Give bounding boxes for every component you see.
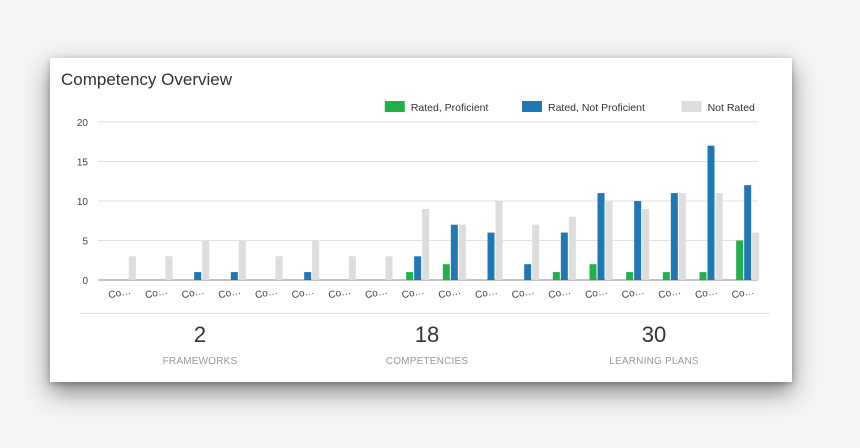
- bar: [238, 240, 246, 280]
- bar: [348, 256, 356, 280]
- legend-label: Rated, Not Proficient: [548, 102, 645, 114]
- x-tick-label: Co…: [548, 286, 573, 301]
- bar: [304, 272, 312, 280]
- x-tick-label: Co…: [584, 286, 609, 301]
- bar: [422, 208, 430, 280]
- stat-competencies: 18 COMPETENCIES: [337, 320, 517, 367]
- stat-learning-plans-value: 30: [641, 322, 667, 347]
- legend-label: Rated, Proficient: [411, 102, 489, 114]
- bar: [605, 201, 613, 280]
- stat-learning-plans: 30 LEARNING PLANS: [564, 320, 744, 367]
- x-tick-label: Co…: [364, 286, 389, 301]
- x-tick-label: Co…: [254, 286, 279, 301]
- bar: [487, 232, 495, 280]
- bar: [414, 256, 422, 280]
- stat-competencies-value: 18: [414, 322, 440, 347]
- stats-divider: [80, 313, 770, 314]
- bar: [458, 224, 466, 280]
- bar: [589, 264, 597, 280]
- bar: [678, 193, 686, 280]
- x-tick-label: Co…: [731, 286, 756, 301]
- x-tick-label: Co…: [511, 286, 536, 301]
- competency-overview-card: Competency Overview 0 5 10 15 20 Co… Co… Co… Co……: [50, 58, 792, 382]
- y-tick-label: 5: [82, 237, 88, 248]
- x-tick-label: Co…: [218, 286, 243, 301]
- y-tick-label: 0: [82, 276, 88, 287]
- bar: [634, 201, 642, 280]
- x-tick-label: Co…: [694, 286, 719, 301]
- bar: [524, 264, 532, 280]
- x-tick-label: Co…: [328, 286, 353, 301]
- x-tick-label: Co…: [474, 286, 499, 301]
- stat-learning-plans-label: LEARNING PLANS: [609, 356, 699, 367]
- x-tick-label: Co…: [291, 286, 316, 301]
- competency-bar-chart: 0 5 10 15 20 Co… Co… Co… Co… Co… Co… Co… Co… Co… Co… Co…: [77, 101, 760, 301]
- x-tick-label: Co…: [658, 286, 683, 301]
- bar: [744, 185, 752, 280]
- stat-frameworks-value: 2: [193, 322, 207, 347]
- bar: [626, 272, 634, 280]
- bar: [128, 256, 136, 280]
- bar: [662, 272, 670, 280]
- bar: [450, 224, 458, 280]
- x-tick-label: Co…: [621, 286, 646, 301]
- legend-label: Not Rated: [708, 102, 755, 114]
- x-tick-label: Co…: [438, 286, 463, 301]
- stat-frameworks: 2 FRAMEWORKS: [110, 320, 290, 367]
- x-tick-label: Co…: [144, 286, 169, 301]
- card-title: Competency Overview: [61, 70, 233, 89]
- y-tick-label: 20: [77, 118, 89, 129]
- bar: [442, 264, 450, 280]
- legend-swatch: [522, 101, 542, 112]
- bar: [275, 256, 283, 280]
- y-tick-label: 15: [77, 158, 89, 169]
- bar: [194, 272, 202, 280]
- legend-swatch: [384, 101, 405, 112]
- bar: [165, 256, 173, 280]
- bar: [707, 145, 715, 280]
- bar: [568, 216, 576, 280]
- stat-competencies-label: COMPETENCIES: [385, 356, 469, 367]
- bar: [699, 272, 707, 280]
- bar: [560, 232, 568, 280]
- x-tick-label: Co…: [401, 286, 426, 301]
- bar: [230, 272, 238, 280]
- bar: [532, 224, 540, 280]
- stat-frameworks-label: FRAMEWORKS: [162, 356, 238, 367]
- legend-swatch: [681, 101, 702, 112]
- bar: [597, 193, 605, 280]
- x-tick-label: Co…: [181, 286, 206, 301]
- bar: [495, 201, 503, 280]
- bar: [312, 240, 320, 280]
- bar: [736, 240, 744, 280]
- bar: [642, 208, 650, 280]
- bar: [552, 272, 560, 280]
- bar: [670, 193, 678, 280]
- bar: [202, 240, 210, 280]
- x-tick-label: Co…: [108, 286, 133, 301]
- bar: [715, 193, 723, 280]
- bar: [406, 272, 414, 280]
- y-tick-label: 10: [77, 197, 89, 208]
- bar: [752, 232, 760, 280]
- bar: [385, 256, 393, 280]
